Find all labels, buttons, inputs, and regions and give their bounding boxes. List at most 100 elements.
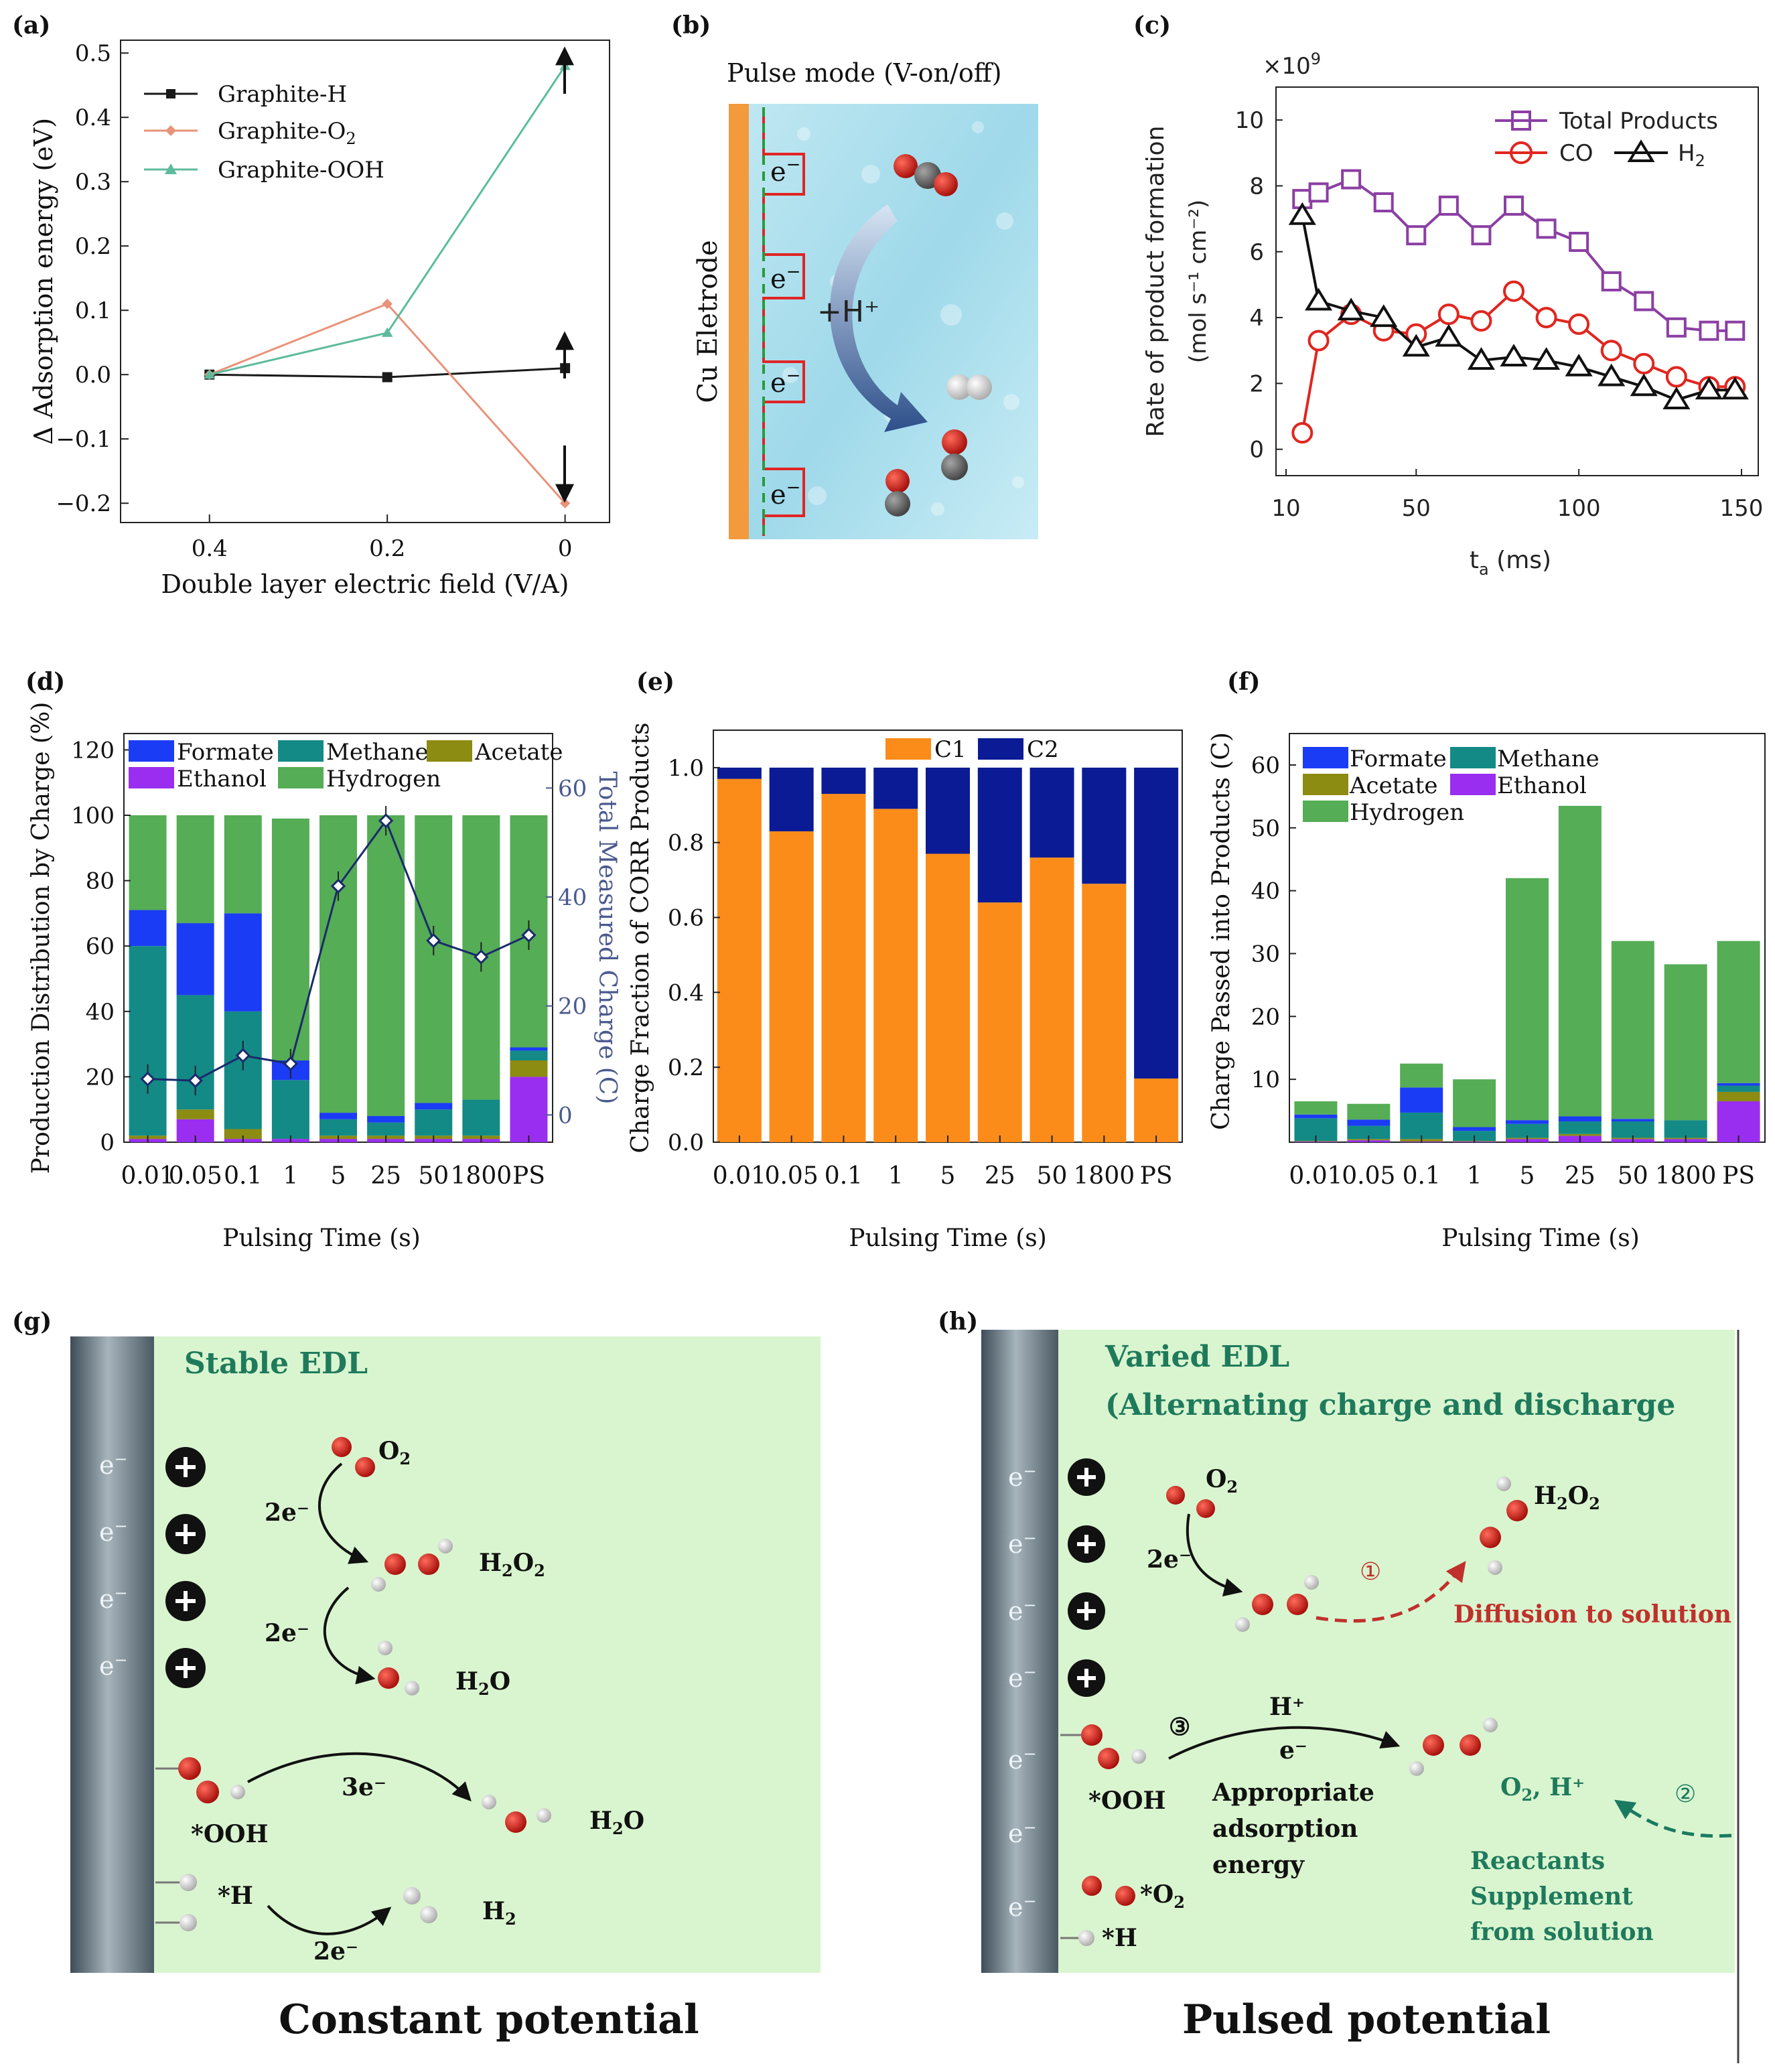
legend-graphite-ooh: Graphite-OOH	[218, 157, 384, 184]
c-data-point	[1308, 182, 1329, 203]
d-charge-point	[426, 933, 441, 949]
panel-a-y-ticks: −0.2 −0.1 0.0 0.1 0.2 0.3 0.4 0.5	[56, 40, 129, 517]
f-ytick-label: 20	[1251, 1004, 1280, 1030]
d-bar-segment	[320, 1119, 357, 1136]
panel-b-title: Pulse mode (V-on/off)	[727, 58, 1002, 88]
panel-d-y2-ticks: 0 20 40 60	[546, 775, 587, 1129]
d-charge-point	[474, 949, 489, 965]
panel-h-title-1: Varied EDL	[1105, 1340, 1289, 1374]
c-data-point	[1370, 304, 1398, 328]
d-xtick-label: 50	[418, 1162, 449, 1190]
co-molecule-b2	[885, 469, 910, 516]
f-bar-segment	[1453, 1079, 1496, 1127]
panel-d-bars	[129, 815, 548, 1142]
panel-a-ylabel: Δ Adsorption energy (eV)	[29, 118, 58, 445]
d-xtick-label: 1800	[451, 1162, 512, 1190]
electrolyte-region	[749, 104, 1038, 539]
hplus-label-h: H⁺	[1269, 1693, 1305, 1721]
c-data-point	[1598, 363, 1626, 387]
legend-co: CO	[1559, 140, 1593, 167]
electron-b-1: e−	[770, 155, 800, 188]
f-legend-label: Acetate	[1349, 772, 1437, 799]
appropriate-label-1: Appropriate	[1212, 1779, 1374, 1807]
d-y2tick-label: 0	[558, 1102, 573, 1129]
e-bar-segment	[821, 794, 866, 1142]
d-legend-label: Ethanol	[177, 766, 267, 792]
panel-c-multiplier: ×109	[1263, 50, 1321, 80]
panel-b-electrons: e− e− e− e−	[770, 155, 800, 510]
co2-molecule-b	[894, 154, 958, 196]
electron-b-2: e−	[770, 262, 800, 295]
c-data-point	[1721, 376, 1749, 400]
d-bar-segment	[510, 1050, 548, 1060]
e-bar-segment	[717, 767, 762, 779]
panel-a-x-ticks: 0.4 0.2 0	[192, 514, 572, 562]
f-xtick-label: 50	[1618, 1162, 1648, 1190]
c-data-point	[1288, 202, 1316, 225]
d-xtick-label: 0.05	[169, 1162, 222, 1190]
arrow-diffusion-h	[1316, 1561, 1466, 1623]
o2-molecule-h	[1166, 1486, 1215, 1518]
d-xtick-label: 0.01	[121, 1162, 174, 1190]
electron-h-7: e−	[1008, 1892, 1037, 1922]
f-legend-swatch	[1303, 774, 1348, 795]
e-xtick-label: 50	[1037, 1162, 1068, 1190]
ooh-molecule-h	[1081, 1724, 1146, 1769]
f-ytick-label: 50	[1251, 815, 1280, 842]
e-bar-segment	[769, 767, 814, 831]
f-ytick-label: 10	[1251, 1066, 1280, 1093]
c-data-point	[1500, 344, 1528, 367]
d-legend-label: Acetate	[474, 739, 563, 766]
c-data-point	[1337, 297, 1365, 321]
d-y2tick-label: 20	[558, 993, 587, 1020]
f-bar-segment	[1400, 1063, 1443, 1088]
c-data-point	[1438, 195, 1459, 216]
e-ytick-label: 0.2	[668, 1054, 704, 1081]
panel-d-chart: 0 20 40 60 80 100 120 0 20 40 60 0.010.05 0.1 1 5 25 5…	[27, 702, 621, 1252]
electron-g-1: e−	[99, 1450, 128, 1480]
panel-c-ylabel: Rate of product formation	[1142, 126, 1169, 437]
d-bar-segment	[224, 1129, 262, 1139]
c-data-point	[1725, 320, 1746, 341]
f-bar-segment	[1347, 1103, 1391, 1120]
panel-g-electrons: e− e− e− e−	[99, 1450, 128, 1681]
h-atom-g2	[180, 1914, 197, 1931]
d-bar-segment	[129, 815, 167, 910]
c-data-point	[1533, 347, 1561, 370]
f-legend-label: Methane	[1497, 746, 1600, 772]
h2o2-label-g: H2O2	[479, 1549, 545, 1580]
panel-c-ylabel-units: (mol s⁻¹ cm⁻²)	[1185, 200, 1212, 363]
panel-f-x-ticks: 0.010.05 0.1 1 5 25 50 1800 PS	[1289, 1135, 1755, 1190]
legend-c1: C1	[934, 736, 967, 763]
cation-g-4-icon	[165, 1648, 206, 1688]
panel-e-y-ticks: 0.0 0.2 0.4 0.6 0.8 1.0	[668, 755, 720, 1156]
reactants-label-2: Supplement	[1470, 1882, 1633, 1911]
d-bar-segment	[176, 815, 214, 924]
panel-f-xlabel: Pulsing Time (s)	[1441, 1225, 1640, 1252]
a-data-point	[382, 372, 393, 383]
d-legend-label: Formate	[177, 739, 274, 766]
e-ytick-label: 1.0	[668, 755, 704, 782]
cu-electrode-label: Cu Eletrode	[693, 240, 723, 403]
h2o-label-g1: H2O	[455, 1667, 510, 1699]
diffusion-label: Diffusion to solution	[1453, 1600, 1731, 1629]
e-xtick-label: 0.01	[713, 1162, 766, 1190]
d-ytick-label: 60	[86, 933, 115, 960]
e-bar-segment	[873, 767, 918, 809]
appropriate-label-2: adsorption	[1212, 1815, 1358, 1843]
panel-e-x-ticks: 0.010.05 0.1 1 5 25 50 1800 PS	[713, 1135, 1173, 1190]
e-ytick-label: 0.0	[668, 1129, 704, 1156]
c-data-point	[1307, 330, 1330, 352]
d-bar-segment	[129, 910, 167, 947]
c-data-point	[1471, 225, 1492, 246]
c-data-point	[1662, 387, 1691, 409]
cation-g-3-icon	[165, 1581, 206, 1621]
step-2-label: ②	[1675, 1781, 1696, 1808]
f-bar-segment	[1611, 941, 1654, 1119]
electron-h-4: e−	[1008, 1663, 1037, 1693]
c-ytick-label: 4	[1249, 305, 1264, 332]
electron-h-6: e−	[1008, 1818, 1037, 1848]
e-bar-segment	[977, 902, 1022, 1142]
d-bar-segment	[176, 923, 214, 995]
electron-h-1: e−	[1008, 1462, 1037, 1492]
